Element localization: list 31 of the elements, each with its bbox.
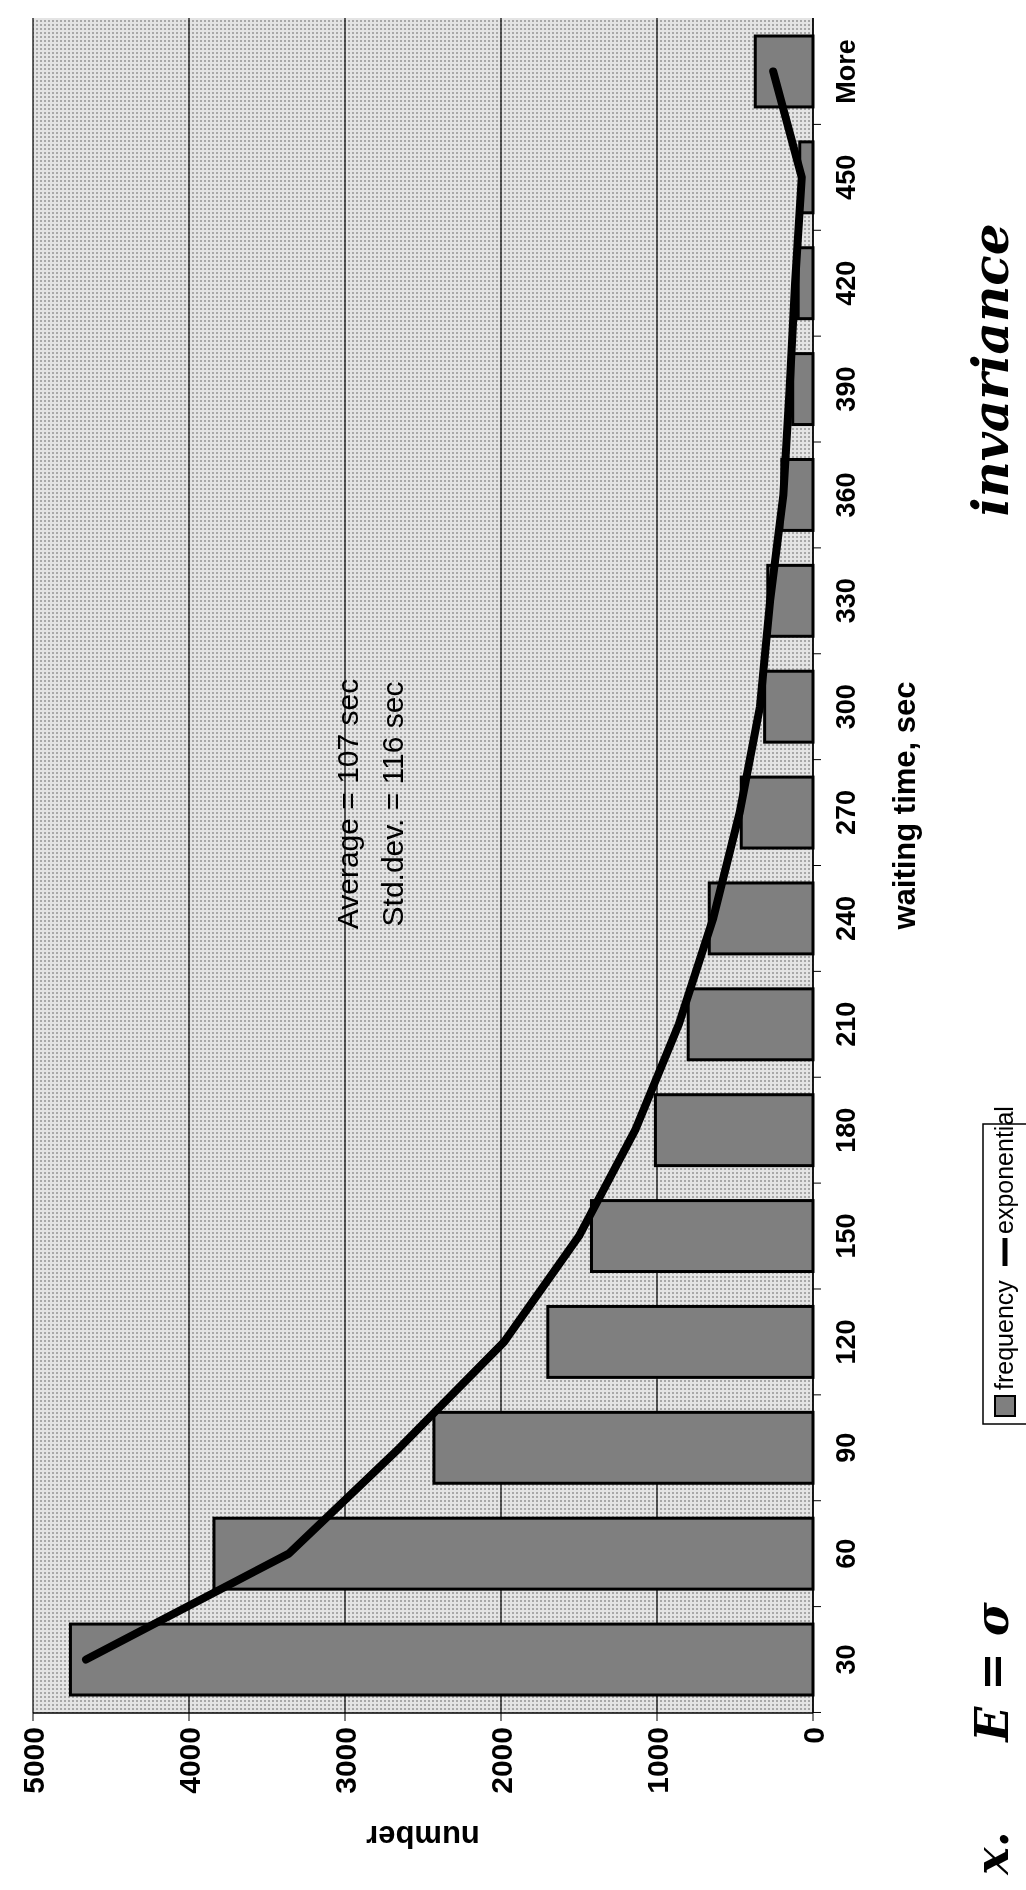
y-tick-label: 360 [831, 472, 861, 518]
y-tick-label: 420 [831, 260, 861, 306]
x-tick-label: 0 [796, 1727, 830, 1744]
annotation: Average = 107 sec [331, 678, 364, 930]
x-tick-label: 4000 [172, 1727, 206, 1794]
y-tick-label: 150 [831, 1213, 861, 1259]
y-tick-label: 240 [831, 895, 861, 941]
text: invariance [961, 223, 1020, 517]
y-tick-label: More [831, 39, 861, 104]
text: E = σ [965, 1602, 1019, 1744]
x-tick-label: 1000 [640, 1727, 674, 1794]
x-tick-label: 5000 [16, 1727, 50, 1794]
x-tick-label: 3000 [328, 1727, 362, 1794]
legend-label: frequency [990, 1279, 1018, 1390]
y-tick-label: 300 [831, 684, 861, 730]
x-axis-title: number [366, 1819, 480, 1854]
y-tick-label: 180 [831, 1107, 861, 1153]
y-tick-label: 30 [831, 1644, 861, 1675]
text: x. [965, 1831, 1019, 1876]
y-tick-label: 90 [831, 1432, 861, 1463]
y-tick-label: 270 [831, 790, 861, 836]
annotation: Std.dev. = 116 sec [376, 681, 409, 927]
text: exponential [990, 1106, 1018, 1234]
y-tick-label: 210 [831, 1001, 861, 1047]
y-tick-label: 330 [831, 578, 861, 624]
x-tick-label: 2000 [484, 1727, 518, 1794]
y-axis-title: waiting time, sec [887, 681, 922, 931]
y-tick-label: 390 [831, 366, 861, 412]
y-tick-label: 120 [831, 1319, 861, 1365]
y-tick-label: 60 [831, 1538, 861, 1569]
y-tick-label: 450 [831, 154, 861, 200]
